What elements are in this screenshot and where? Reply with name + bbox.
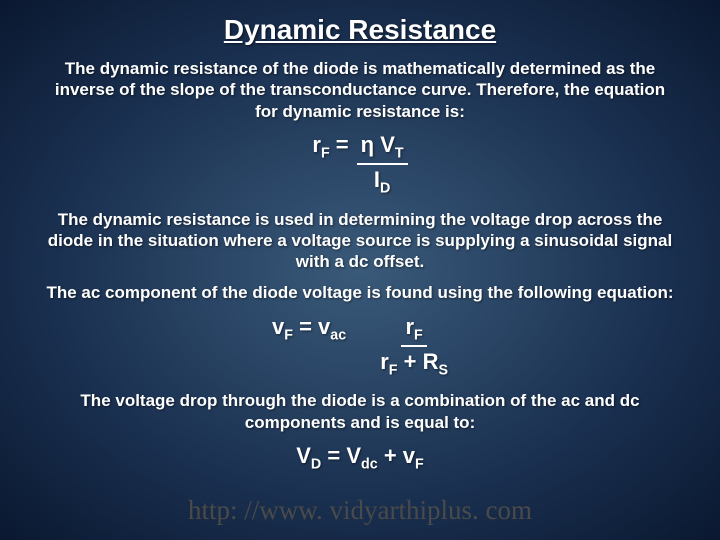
watermark-url: http: //www. vidyarthiplus. com: [0, 495, 720, 526]
eq1-numerator: η VT: [357, 132, 408, 165]
eq2-numerator: rF: [401, 314, 426, 347]
equation-3: VD = Vdc + vF: [36, 443, 684, 472]
slide-content: Dynamic Resistance The dynamic resistanc…: [0, 0, 720, 472]
eq3-t2-sub: F: [415, 456, 424, 472]
eq2-num-sub: F: [414, 327, 423, 343]
eq3-equals: =: [321, 443, 346, 468]
eq1-denominator: ID: [374, 165, 390, 196]
eq2-lhs: vF = vac: [272, 314, 346, 343]
eq2-den2-sub: S: [438, 362, 448, 378]
equation-1: rF = η VT ID: [36, 132, 684, 197]
eq2-plus: +: [398, 349, 423, 374]
eq3-full: VD = Vdc + vF: [296, 443, 424, 472]
eq3-t1-sub: dc: [361, 456, 378, 472]
eq2-num-text: r: [405, 314, 414, 339]
eq1-r: r: [312, 132, 321, 157]
eq1-den-sub: D: [380, 181, 390, 197]
eq1-num-sub: T: [395, 145, 404, 161]
paragraph-2: The dynamic resistance is used in determ…: [36, 209, 684, 273]
eq2-den2: R: [423, 349, 439, 374]
eq1-r-sub: F: [321, 145, 330, 161]
eq2-v1: v: [272, 314, 284, 339]
eq3-plus: +: [378, 443, 403, 468]
eq3-t1: V: [346, 443, 361, 468]
eq1-fraction: η VT ID: [357, 132, 408, 197]
eq2-denominator: rF + RS: [380, 347, 448, 378]
eq1-equals: =: [330, 132, 349, 157]
equation-2: vF = vac rF rF + RS: [36, 314, 684, 379]
eq2-den1-sub: F: [389, 362, 398, 378]
eq3-t2: v: [403, 443, 415, 468]
eq2-fraction: rF rF + RS: [380, 314, 448, 379]
eq1-lhs: rF =: [312, 132, 348, 161]
slide-title: Dynamic Resistance: [36, 14, 684, 46]
paragraph-1: The dynamic resistance of the diode is m…: [36, 58, 684, 122]
eq3-V-sub: D: [311, 456, 321, 472]
paragraph-3: The ac component of the diode voltage is…: [36, 282, 684, 303]
eq3-V: V: [296, 443, 311, 468]
eq2-v1-sub: F: [284, 327, 293, 343]
eq1-num-text: η V: [361, 132, 395, 157]
eq2-v2-sub: ac: [330, 327, 346, 343]
eq2-den1: r: [380, 349, 389, 374]
paragraph-4: The voltage drop through the diode is a …: [36, 390, 684, 433]
eq2-v2: v: [318, 314, 330, 339]
eq2-equals: =: [293, 314, 318, 339]
